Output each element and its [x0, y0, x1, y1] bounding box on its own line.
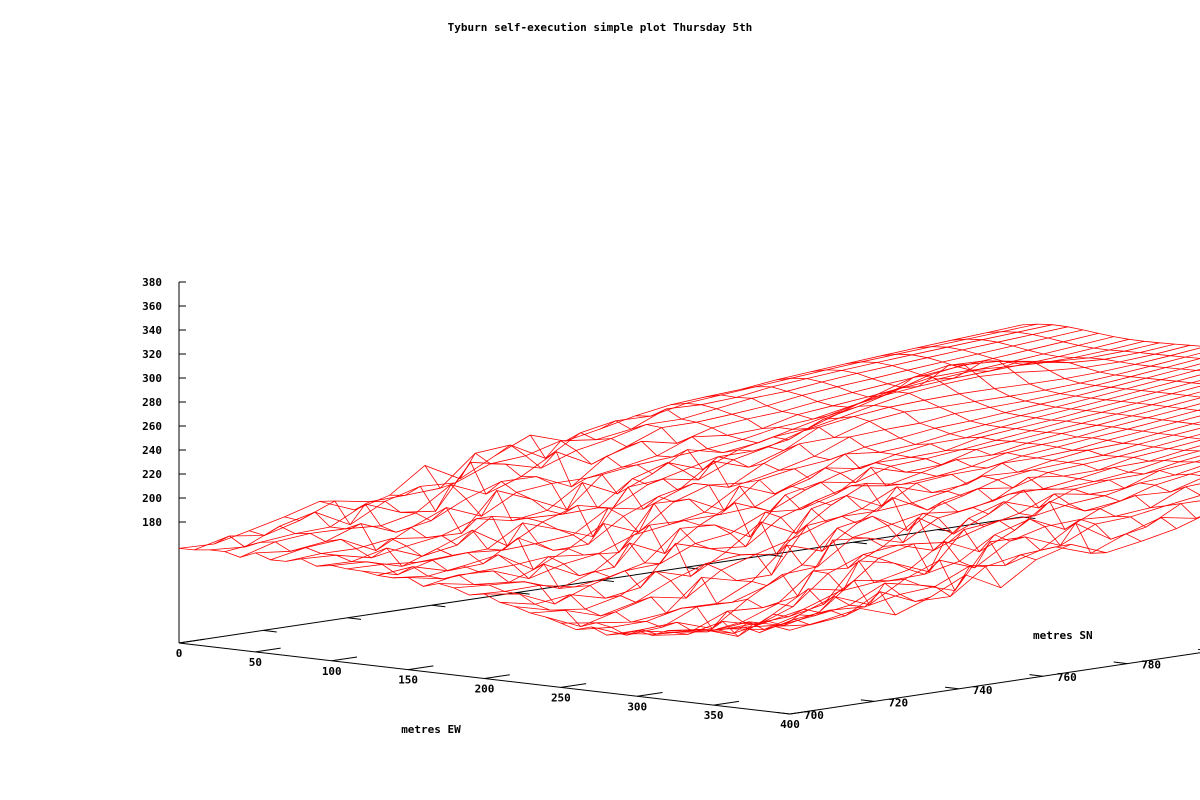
surface-line-sn [408, 363, 1200, 580]
surface-line-sn [224, 326, 1068, 552]
x-tick-label: 400 [780, 718, 800, 731]
surface-line-sn [239, 329, 1084, 558]
tick-labels: 180 200 220 240 260 280 300 320 340 360 380 0 50 100 1… [142, 276, 1161, 731]
surface-line-sn [469, 385, 1200, 596]
surface-line-sn [453, 380, 1200, 589]
z-tick-label: 320 [142, 348, 162, 361]
surface-line-sn [759, 500, 1200, 633]
surface-line-sn [438, 374, 1200, 585]
surface-line-sn [683, 466, 1200, 632]
x-tick-mark [178, 638, 205, 644]
x-tick-mark [484, 674, 510, 679]
surface-line-sn [652, 455, 1200, 636]
surface-line-sn [576, 427, 1200, 630]
x-tick-label: 350 [704, 709, 724, 722]
surface-line-ew [213, 535, 826, 636]
surface-line-sn [774, 516, 1200, 627]
y-tick-mark [860, 699, 875, 702]
surface-line-sn [545, 415, 1200, 627]
surface-line-sn [667, 460, 1200, 637]
surface-line-sn [346, 344, 1191, 570]
surface-line-ew [178, 548, 791, 636]
surface-line-sn [637, 450, 1200, 633]
y-tick-mark [1113, 661, 1128, 665]
surface-line-sn [499, 397, 1200, 605]
x-tick-label: 250 [551, 691, 571, 704]
surface-line-sn [744, 495, 1200, 628]
y-back-tick-mark [516, 592, 530, 595]
surface-line-ew [1021, 323, 1200, 347]
z-tick-label: 300 [142, 372, 162, 385]
z-tick-label: 240 [142, 444, 162, 457]
x-axis-label: metres EW [401, 723, 461, 736]
surface-line-sn [423, 368, 1200, 587]
surface-line-sn [728, 483, 1200, 630]
surface-line-sn [530, 409, 1200, 617]
y-tick-mark [1029, 674, 1043, 677]
x-tick-mark [331, 656, 358, 662]
surface-line-sn [560, 421, 1200, 624]
y-back-tick-mark [769, 554, 783, 557]
y-tick-label: 780 [1141, 659, 1161, 672]
y-back-tick-mark [853, 541, 867, 545]
y-tick-mark [945, 686, 959, 690]
surface-line-sn [285, 338, 1129, 562]
x-tick-label: 50 [249, 656, 262, 669]
x-tick-label: 0 [176, 647, 183, 660]
surface-line-sn [301, 340, 1145, 560]
surface-line-ew [916, 346, 1200, 385]
surface-line-sn [484, 391, 1200, 605]
surface-line-sn [377, 352, 1200, 576]
y-back-tick-mark [263, 629, 277, 633]
y-tick-label: 740 [973, 684, 993, 697]
x-tick-mark [408, 665, 434, 671]
y-tick-label: 720 [888, 696, 908, 709]
surface-mesh [178, 323, 1200, 637]
surface-line-sn [362, 347, 1200, 576]
surface-line-ew [459, 452, 1072, 553]
x-tick-label: 200 [475, 683, 495, 696]
surface-line-sn [270, 336, 1114, 561]
z-tick-label: 360 [142, 300, 162, 313]
z-tick-label: 220 [142, 468, 162, 481]
surface-line-sn [178, 324, 1023, 549]
axes-group [178, 281, 1200, 715]
y-axis-line [789, 652, 1200, 715]
surface-line-sn [713, 478, 1200, 631]
surface-line-sn [194, 323, 1038, 551]
y-tick-mark [776, 711, 791, 715]
z-tick-label: 380 [142, 276, 162, 289]
z-tick-label: 340 [142, 324, 162, 337]
x-tick-mark [713, 700, 739, 706]
surface-line-sn [331, 343, 1175, 567]
surface-line-sn [789, 516, 1200, 631]
z-tick-label: 260 [142, 420, 162, 433]
surface-line-ew [389, 484, 1002, 592]
x-tick-label: 100 [322, 665, 342, 678]
x-tick-label: 150 [398, 674, 418, 687]
y-tick-label: 700 [804, 709, 824, 722]
surface-line-sn [606, 439, 1200, 636]
y-axis-label: metres SN [1033, 629, 1093, 642]
x-tick-mark [637, 691, 663, 697]
x-tick-mark [789, 709, 816, 715]
x-tick-mark [560, 683, 587, 688]
z-tick-label: 280 [142, 396, 162, 409]
surface-line-sn [514, 403, 1200, 611]
y-tick-label: 760 [1057, 671, 1077, 684]
surface-line-sn [621, 445, 1200, 635]
surface-line-sn [316, 342, 1160, 567]
surface-line-ew [951, 338, 1200, 372]
y-back-tick-mark [431, 604, 446, 608]
z-tick-label: 200 [142, 492, 162, 505]
chart-title: Tyburn self-execution simple plot Thursd… [448, 21, 753, 34]
z-tick-label: 180 [142, 516, 162, 529]
y-back-tick-mark [347, 617, 362, 620]
x-tick-mark [255, 647, 281, 653]
surface-line-ew [986, 331, 1200, 359]
surface-line-sn [209, 324, 1053, 551]
x-tick-label: 300 [627, 700, 647, 713]
y-back-tick-mark [937, 529, 952, 532]
